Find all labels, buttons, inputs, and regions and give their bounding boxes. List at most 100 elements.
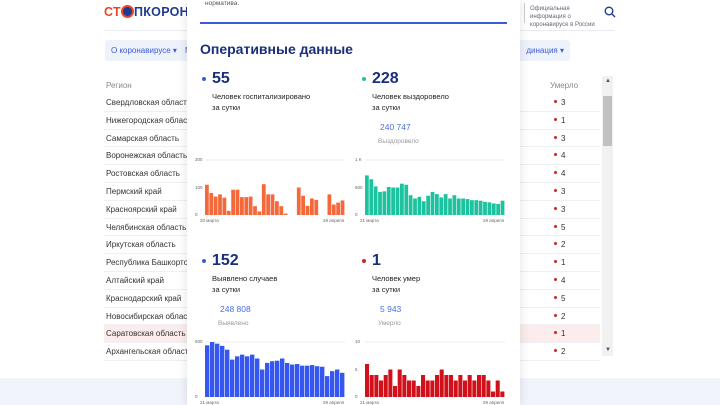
bar[interactable] — [474, 200, 479, 215]
scrollbar[interactable]: ▲ ▼ — [602, 76, 613, 356]
bar[interactable] — [430, 380, 435, 398]
bar[interactable] — [417, 196, 422, 215]
scrollbar-thumb[interactable] — [603, 96, 612, 146]
bar[interactable] — [379, 380, 384, 398]
bar[interactable] — [215, 343, 220, 397]
bar[interactable] — [386, 186, 391, 215]
bar[interactable] — [393, 386, 398, 397]
bar[interactable] — [369, 375, 374, 397]
bar[interactable] — [425, 380, 430, 398]
bar[interactable] — [404, 184, 409, 215]
bar[interactable] — [487, 202, 492, 215]
bar[interactable] — [340, 372, 345, 397]
bar[interactable] — [382, 191, 387, 215]
bar[interactable] — [301, 195, 306, 215]
bar[interactable] — [248, 196, 253, 215]
bar[interactable] — [240, 354, 245, 397]
bar[interactable] — [235, 189, 240, 215]
bar[interactable] — [374, 375, 379, 397]
bar[interactable] — [300, 365, 305, 397]
bar[interactable] — [395, 187, 400, 216]
bar[interactable] — [402, 375, 407, 397]
bar[interactable] — [491, 203, 496, 215]
bar[interactable] — [330, 371, 335, 397]
bar[interactable] — [265, 362, 270, 397]
bar[interactable] — [413, 198, 417, 216]
bar[interactable] — [314, 199, 319, 215]
bar[interactable] — [261, 184, 266, 215]
bar[interactable] — [383, 375, 388, 397]
scroll-down-icon[interactable]: ▼ — [605, 347, 611, 353]
bar[interactable] — [435, 194, 439, 215]
bar[interactable] — [240, 197, 244, 215]
bar[interactable] — [448, 198, 452, 216]
bar[interactable] — [449, 375, 454, 397]
bar[interactable] — [444, 375, 449, 397]
bar[interactable] — [245, 356, 250, 397]
bar[interactable] — [320, 366, 325, 397]
bar[interactable] — [205, 345, 210, 397]
bar[interactable] — [439, 197, 444, 215]
bar[interactable] — [411, 380, 416, 398]
bar[interactable] — [218, 194, 222, 215]
bar[interactable] — [213, 196, 218, 215]
bar[interactable] — [491, 391, 496, 398]
bar[interactable] — [477, 375, 482, 397]
bar[interactable] — [483, 201, 487, 215]
bar[interactable] — [270, 361, 275, 397]
bar[interactable] — [472, 380, 477, 398]
bar[interactable] — [226, 210, 231, 215]
bar[interactable] — [416, 386, 421, 397]
bar[interactable] — [260, 369, 265, 398]
bar[interactable] — [209, 193, 214, 215]
bar[interactable] — [421, 375, 426, 397]
bar[interactable] — [296, 187, 301, 216]
bar[interactable] — [250, 354, 255, 397]
bar[interactable] — [336, 202, 341, 215]
bar[interactable] — [335, 369, 340, 398]
bar[interactable] — [365, 175, 369, 215]
bar[interactable] — [295, 364, 300, 397]
bar[interactable] — [426, 195, 431, 215]
bar[interactable] — [452, 195, 457, 215]
bar[interactable] — [340, 200, 345, 215]
bar[interactable] — [365, 364, 370, 397]
bar[interactable] — [486, 380, 491, 398]
bar[interactable] — [500, 391, 505, 398]
bar[interactable] — [408, 195, 413, 215]
bar[interactable] — [310, 198, 314, 216]
bar[interactable] — [453, 380, 458, 398]
bar[interactable] — [255, 358, 260, 398]
bar[interactable] — [400, 183, 404, 215]
bar[interactable] — [388, 369, 393, 398]
bar[interactable] — [275, 360, 280, 397]
bar[interactable] — [290, 364, 295, 397]
bar[interactable] — [231, 189, 236, 215]
bar[interactable] — [230, 359, 235, 397]
bar[interactable] — [325, 376, 330, 397]
bar[interactable] — [369, 179, 374, 215]
bar[interactable] — [280, 358, 285, 398]
bar[interactable] — [456, 198, 461, 216]
bar[interactable] — [285, 362, 290, 397]
bar[interactable] — [315, 366, 320, 397]
bar[interactable] — [222, 197, 227, 215]
bar[interactable] — [235, 356, 240, 397]
bar[interactable] — [331, 204, 336, 215]
bar[interactable] — [407, 380, 412, 398]
bar[interactable] — [373, 186, 378, 215]
bar[interactable] — [391, 187, 396, 216]
bar[interactable] — [465, 199, 470, 215]
bar[interactable] — [270, 194, 275, 215]
bar[interactable] — [225, 349, 230, 397]
bar[interactable] — [305, 205, 310, 215]
bar[interactable] — [421, 201, 426, 215]
bar[interactable] — [378, 191, 382, 215]
bar[interactable] — [220, 345, 225, 397]
bar[interactable] — [481, 375, 486, 397]
bar[interactable] — [397, 369, 402, 398]
search-icon[interactable] — [604, 6, 616, 18]
bar[interactable] — [310, 365, 315, 397]
bar[interactable] — [257, 211, 262, 215]
bar[interactable] — [495, 380, 500, 398]
